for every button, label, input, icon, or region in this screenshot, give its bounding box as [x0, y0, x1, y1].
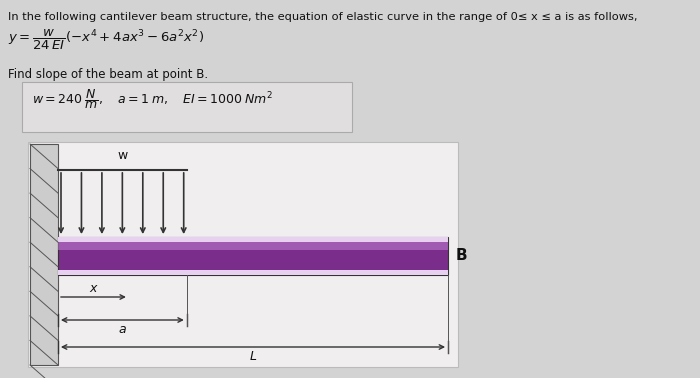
Bar: [30, 144, 58, 365]
Bar: [58, 237, 448, 242]
Bar: [58, 270, 448, 275]
FancyBboxPatch shape: [22, 82, 352, 132]
Text: L: L: [249, 350, 256, 363]
Text: a: a: [118, 323, 126, 336]
Bar: [58, 237, 448, 275]
Bar: [58, 242, 448, 250]
Text: Find slope of the beam at point B.: Find slope of the beam at point B.: [8, 68, 208, 81]
Text: $y = \dfrac{w}{24\,EI}(-x^4 + 4ax^3 - 6a^2x^2)$: $y = \dfrac{w}{24\,EI}(-x^4 + 4ax^3 - 6a…: [8, 28, 204, 52]
Text: x: x: [90, 282, 97, 295]
Bar: [28, 142, 458, 367]
Text: $w = 240\;\dfrac{N}{m},\quad a = 1\;m,\quad EI = 1000\;Nm^2$: $w = 240\;\dfrac{N}{m},\quad a = 1\;m,\q…: [32, 87, 273, 111]
Text: w: w: [117, 149, 127, 162]
Text: B: B: [456, 248, 468, 263]
Text: In the following cantilever beam structure, the equation of elastic curve in the: In the following cantilever beam structu…: [8, 12, 638, 22]
